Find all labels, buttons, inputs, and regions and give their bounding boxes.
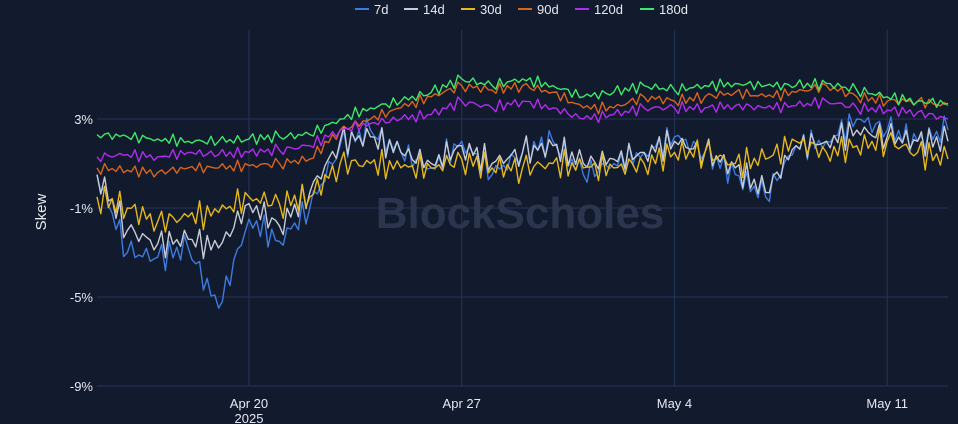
legend-label: 90d [537, 2, 559, 17]
legend-item-7d[interactable]: 7d [355, 2, 388, 17]
legend-label: 30d [480, 2, 502, 17]
legend-label: 14d [423, 2, 445, 17]
legend-label: 180d [659, 2, 688, 17]
y-tick-label: -1% [70, 201, 94, 216]
legend-item-30d[interactable]: 30d [461, 2, 502, 17]
legend-label: 7d [374, 2, 388, 17]
y-tick-label: -5% [70, 290, 94, 305]
y-axis-title: Skew [33, 193, 50, 230]
series-line-180d [96, 74, 949, 147]
x-tick-label: May 4 [657, 396, 692, 411]
legend: 7d 14d 30d 90d 120d 180d [355, 2, 688, 17]
series-line-30d [96, 127, 949, 233]
x-tick-sublabel: 2025 [235, 411, 264, 424]
legend-label: 120d [594, 2, 623, 17]
x-tick-label: Apr 20 [230, 396, 268, 411]
y-tick-label: -9% [70, 379, 94, 394]
y-axis: 3% -1% -5% -9% [70, 112, 94, 394]
x-tick-label: May 11 [866, 396, 908, 411]
grid [97, 30, 948, 387]
series-line-120d [96, 96, 949, 163]
legend-item-14d[interactable]: 14d [404, 2, 445, 17]
legend-item-90d[interactable]: 90d [518, 2, 559, 17]
legend-item-120d[interactable]: 120d [575, 2, 623, 17]
series-line-90d [96, 81, 949, 178]
legend-item-180d[interactable]: 180d [640, 2, 688, 17]
watermark: BlockScholes [376, 189, 665, 238]
y-tick-label: 3% [74, 112, 93, 127]
x-tick-label: Apr 27 [443, 396, 481, 411]
series-group [96, 74, 949, 309]
